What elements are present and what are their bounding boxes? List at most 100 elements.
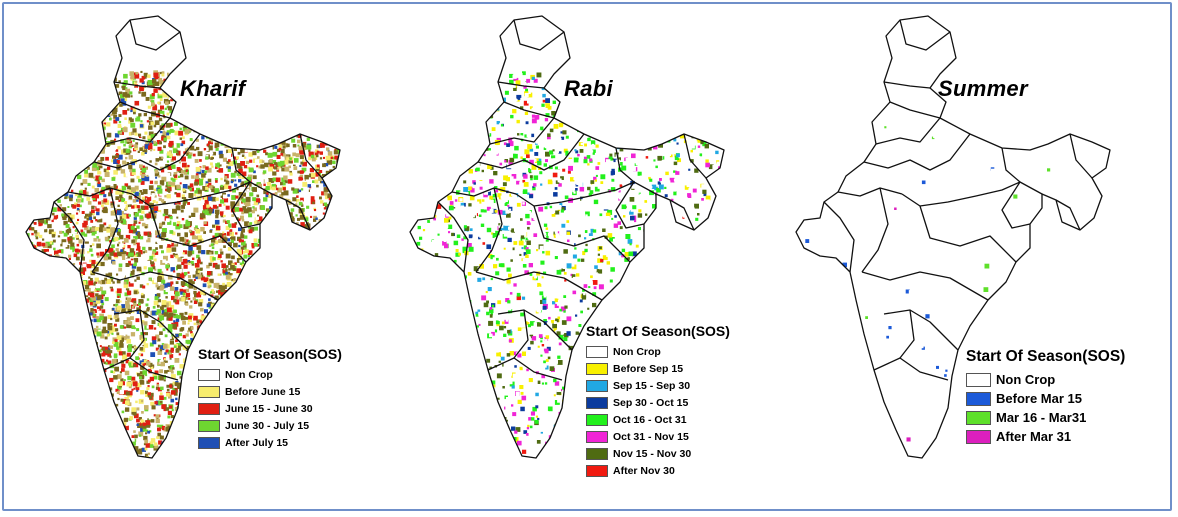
crop-pixel: [314, 70, 319, 75]
crop-pixel: [64, 169, 69, 173]
crop-pixel: [271, 183, 276, 189]
crop-pixel: [296, 195, 299, 198]
crop-pixel: [281, 460, 284, 463]
crop-pixel: [96, 117, 100, 121]
crop-pixel: [289, 172, 293, 176]
crop-pixel: [94, 136, 97, 139]
crop-pixel: [126, 317, 131, 322]
crop-pixel: [298, 134, 302, 139]
crop-pixel: [179, 328, 183, 332]
crop-pixel: [57, 249, 62, 254]
crop-pixel: [208, 316, 213, 321]
crop-pixel: [337, 319, 340, 324]
crop-pixel: [77, 155, 81, 159]
crop-pixel: [107, 235, 111, 239]
crop-pixel: [303, 119, 309, 125]
crop-pixel: [315, 336, 319, 340]
crop-pixel: [26, 439, 30, 443]
crop-pixel: [212, 224, 216, 228]
crop-pixel: [325, 283, 330, 288]
crop-pixel: [273, 300, 276, 304]
crop-pixel: [152, 266, 156, 270]
crop-pixel: [45, 360, 49, 363]
crop-pixel: [234, 183, 238, 187]
crop-pixel: [36, 292, 40, 296]
crop-pixel: [173, 84, 177, 88]
crop-pixel: [108, 256, 112, 260]
crop-pixel: [88, 403, 93, 408]
crop-pixel: [217, 256, 221, 260]
crop-pixel: [167, 106, 173, 111]
crop-pixel: [315, 172, 320, 177]
crop-pixel: [62, 159, 67, 164]
crop-pixel: [282, 145, 286, 149]
crop-pixel: [104, 200, 110, 205]
crop-pixel: [41, 412, 44, 416]
crop-pixel: [150, 419, 155, 423]
crop-pixel: [139, 284, 144, 288]
crop-pixel: [166, 317, 170, 321]
crop-pixel: [295, 305, 299, 309]
crop-pixel: [116, 279, 121, 284]
crop-pixel: [149, 392, 154, 398]
crop-pixel: [125, 300, 130, 306]
crop-pixel: [238, 244, 241, 248]
crop-pixel: [180, 143, 184, 147]
crop-pixel: [34, 265, 39, 270]
crop-pixel: [256, 116, 259, 119]
crop-pixel: [248, 291, 252, 295]
crop-pixel: [111, 244, 115, 248]
crop-pixel: [147, 366, 151, 370]
crop-pixel: [264, 77, 269, 82]
crop-pixel: [78, 190, 83, 195]
crop-pixel: [105, 414, 109, 418]
crop-pixel: [149, 220, 153, 223]
crop-pixel: [140, 181, 145, 185]
crop-pixel: [36, 375, 39, 379]
crop-pixel: [47, 107, 52, 113]
crop-pixel: [167, 220, 172, 225]
crop-pixel: [80, 121, 85, 126]
crop-pixel: [174, 115, 177, 118]
crop-pixel: [90, 445, 94, 450]
crop-pixel: [224, 457, 230, 458]
crop-pixel: [292, 144, 297, 148]
crop-pixel: [263, 286, 267, 289]
crop-pixel: [89, 301, 93, 305]
crop-pixel: [38, 425, 43, 431]
crop-pixel: [79, 204, 82, 208]
crop-pixel: [165, 82, 169, 86]
crop-pixel: [36, 255, 40, 259]
crop-pixel: [273, 336, 276, 339]
crop-pixel: [249, 73, 253, 78]
crop-pixel: [100, 334, 105, 339]
crop-pixel: [195, 452, 200, 456]
crop-pixel: [288, 201, 292, 205]
crop-pixel: [276, 286, 280, 290]
crop-pixel: [26, 213, 27, 218]
crop-pixel: [173, 242, 178, 246]
crop-pixel: [126, 162, 130, 165]
crop-pixel: [26, 88, 27, 94]
crop-pixel: [159, 245, 163, 249]
crop-pixel: [87, 264, 92, 269]
crop-pixel: [32, 437, 37, 441]
crop-pixel: [131, 345, 134, 349]
crop-pixel: [36, 174, 40, 177]
crop-pixel: [21, 131, 24, 134]
crop-pixel: [33, 249, 37, 254]
crop-pixel: [332, 230, 335, 233]
crop-pixel: [283, 251, 286, 255]
crop-pixel: [86, 162, 89, 166]
crop-pixel: [47, 108, 50, 111]
crop-pixel: [310, 196, 315, 200]
crop-pixel: [333, 82, 336, 85]
crop-pixel: [187, 330, 190, 333]
crop-pixel: [284, 125, 288, 129]
crop-pixel: [309, 103, 313, 107]
crop-pixel: [263, 149, 267, 153]
crop-pixel: [70, 397, 75, 402]
crop-pixel: [284, 257, 289, 261]
crop-pixel: [166, 388, 170, 392]
crop-pixel: [184, 387, 189, 392]
